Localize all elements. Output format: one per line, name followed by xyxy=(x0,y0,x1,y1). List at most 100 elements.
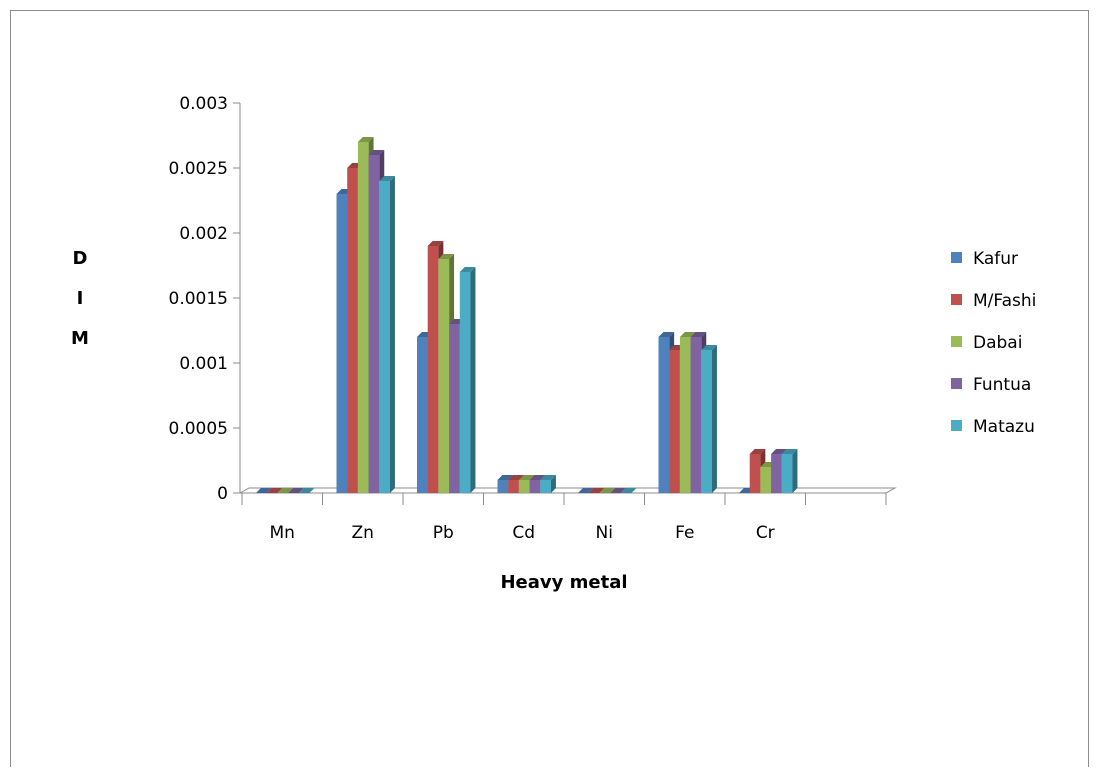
bar-ni-m-fashi xyxy=(588,488,605,493)
bar-mn-m-fashi xyxy=(266,488,283,493)
bar-mn-kafur xyxy=(256,488,272,493)
y-tick-label: 0.003 xyxy=(179,94,228,114)
y-tick-label: 0 xyxy=(217,484,228,504)
bar-ni-funtua xyxy=(610,488,626,493)
bar-front xyxy=(336,194,348,493)
bar-zn-matazu xyxy=(379,176,395,493)
x-axis-title: Heavy metal xyxy=(500,572,627,593)
legend-label: M/Fashi xyxy=(973,291,1036,311)
legend-swatch xyxy=(951,336,962,347)
legend-swatch xyxy=(951,378,962,389)
bar-side xyxy=(792,449,798,493)
bar-front xyxy=(347,168,358,493)
bar-top xyxy=(540,475,556,480)
bar-top xyxy=(277,488,294,493)
y-axis-title-letter: D xyxy=(73,248,88,269)
bar-mn-funtua xyxy=(288,488,304,493)
bar-top xyxy=(771,449,787,454)
legend-swatch xyxy=(951,294,962,305)
legend-swatch xyxy=(951,252,962,263)
bar-front xyxy=(771,454,782,493)
bar-front xyxy=(690,337,702,493)
bar-top xyxy=(368,150,385,155)
legend-label: Kafur xyxy=(973,249,1018,269)
legend-item: Kafur xyxy=(951,249,1018,269)
bar-top xyxy=(749,449,766,454)
bar-side xyxy=(470,267,476,493)
bar-side xyxy=(551,475,556,493)
legend-label: Funtua xyxy=(973,375,1031,395)
bar-front xyxy=(438,259,450,493)
y-axis-title: DIM xyxy=(71,248,89,349)
y-tick-label: 0.0025 xyxy=(169,159,228,179)
bar-top xyxy=(529,475,546,480)
bar-top xyxy=(298,488,315,493)
bar-mn-dabai xyxy=(277,488,294,493)
bar-top xyxy=(288,488,304,493)
legend-item: Funtua xyxy=(951,375,1031,395)
bar-pb-matazu xyxy=(459,267,476,493)
bar-side xyxy=(712,345,717,493)
bar-top xyxy=(578,488,594,493)
y-tick-label: 0.002 xyxy=(179,224,228,244)
bar-top xyxy=(438,254,455,259)
bar-front xyxy=(449,324,460,493)
bar-fe-matazu xyxy=(701,345,717,493)
bar-top xyxy=(658,332,675,337)
y-tick-label: 0.0005 xyxy=(169,419,228,439)
bar-top xyxy=(256,488,272,493)
legend-label: Matazu xyxy=(973,417,1035,437)
legend-item: Matazu xyxy=(951,417,1035,437)
bar-front xyxy=(518,480,530,493)
bar-top xyxy=(610,488,626,493)
y-axis-title-letter: M xyxy=(71,328,89,349)
bar-front xyxy=(459,272,471,493)
x-tick-label: Ni xyxy=(596,523,613,543)
y-tick-label: 0.001 xyxy=(179,354,228,374)
x-tick-label: Cr xyxy=(756,523,775,543)
bar-front xyxy=(417,337,428,493)
legend: Kafur M/Fashi Dabai Funtua Matazu xyxy=(951,249,1036,437)
chart-axes xyxy=(233,102,897,505)
y-tick-label: 0.0015 xyxy=(169,289,228,309)
bar-front xyxy=(357,142,369,493)
bar-front xyxy=(669,350,680,493)
x-tick-label: Fe xyxy=(675,523,694,543)
bar-top xyxy=(599,488,616,493)
bar-top xyxy=(266,488,283,493)
bar-top xyxy=(357,137,374,142)
legend-swatch xyxy=(951,420,962,431)
chart-frame xyxy=(10,10,1089,767)
legend-label: Dabai xyxy=(973,333,1022,353)
x-tick-label: Cd xyxy=(512,523,535,543)
bar-top xyxy=(497,475,514,480)
bar-front xyxy=(529,480,541,493)
bar-front xyxy=(658,337,670,493)
x-tick-labels: Mn Zn Pb Cd Ni Fe Cr xyxy=(270,523,775,543)
y-tick-labels: 0 0.0005 0.001 0.0015 0.002 0.0025 0.003 xyxy=(169,94,228,504)
bar-top xyxy=(588,488,605,493)
bar-top xyxy=(427,241,444,246)
bar-front xyxy=(379,181,390,493)
bar-top xyxy=(508,475,524,480)
bar-top xyxy=(379,176,395,181)
bar-ni-kafur xyxy=(578,488,594,493)
y-axis-title-letter: I xyxy=(77,288,84,309)
bar-front xyxy=(749,454,761,493)
x-tick-label: Mn xyxy=(270,523,295,543)
bar-front xyxy=(540,480,551,493)
bar-front xyxy=(368,155,380,493)
bar-ni-dabai xyxy=(599,488,616,493)
bar-top xyxy=(620,488,637,493)
bar-top xyxy=(459,267,476,272)
bar-top xyxy=(781,449,798,454)
bar-top xyxy=(679,332,696,337)
bar-front xyxy=(679,337,691,493)
bar-ni-matazu xyxy=(620,488,637,493)
bar-side xyxy=(390,176,395,493)
x-tick-label: Zn xyxy=(352,523,374,543)
legend-item: M/Fashi xyxy=(951,291,1036,311)
bar-top xyxy=(701,345,717,350)
x-tick-label: Pb xyxy=(433,523,454,543)
bar-front xyxy=(781,454,793,493)
